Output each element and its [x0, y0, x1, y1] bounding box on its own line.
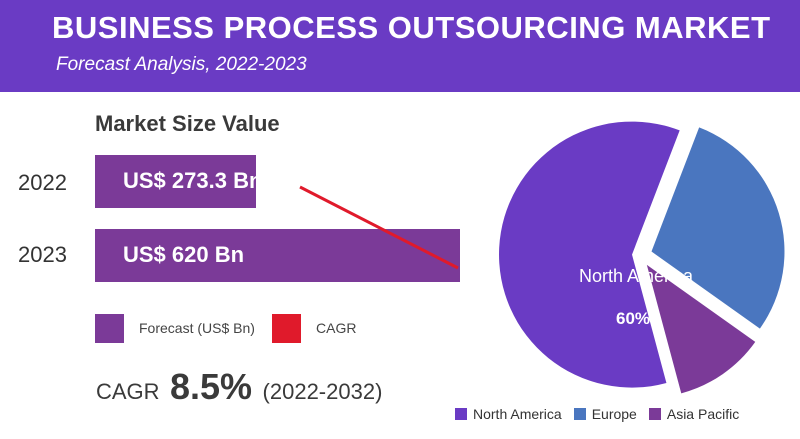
bar-category-2022: 2022 — [18, 170, 67, 195]
pie-percent-north-america: 60% — [616, 309, 650, 328]
market-size-title: Market Size Value — [95, 111, 280, 136]
pie-legend-item: Europe — [573, 406, 637, 422]
pie-legend-label-north-america: North America — [473, 406, 562, 422]
pie-legend-label-asia-pacific: Asia Pacific — [666, 406, 740, 422]
bar-2022: US$ 273.3 Bn — [95, 155, 262, 208]
legend-swatch-forecast — [95, 314, 124, 343]
pie-legend-swatch-asia-pacific — [648, 408, 661, 420]
pie-slice-asia-pacific — [646, 264, 756, 394]
legend-swatch-cagr — [272, 314, 301, 343]
pie-legend-swatch-north-america — [455, 408, 467, 420]
pie-slice-europe — [651, 127, 785, 329]
bar-category-2023: 2023 — [18, 242, 67, 267]
page-title: BUSINESS PROCESS OUTSOURCING MARKET — [52, 10, 771, 45]
cagr-trend-line — [299, 185, 459, 270]
pie-slice-north-america — [499, 121, 680, 388]
pie-legend: North America Europe Asia Pacific — [455, 406, 751, 422]
cagr-summary: CAGR 8.5% (2022-2032) — [96, 366, 382, 408]
legend-label-cagr: CAGR — [316, 320, 357, 336]
pie-legend-item: Asia Pacific — [648, 406, 740, 422]
pie-legend-swatch-europe — [573, 408, 586, 420]
header-banner: BUSINESS PROCESS OUTSOURCING MARKET Fore… — [0, 0, 800, 92]
cagr-label: CAGR — [96, 379, 160, 404]
legend-label-forecast: Forecast (US$ Bn) — [139, 320, 255, 336]
bar-value-label-2022: US$ 273.3 Bn — [123, 168, 263, 193]
pie-label-north-america: North America — [579, 266, 694, 286]
market-share-pie — [499, 121, 785, 394]
page-subtitle: Forecast Analysis, 2022-2023 — [56, 54, 307, 75]
cagr-value: 8.5% — [170, 366, 253, 407]
pie-legend-item: North America — [455, 406, 562, 422]
cagr-range: (2022-2032) — [262, 379, 383, 404]
pie-legend-label-europe: Europe — [591, 406, 637, 422]
bar-value-label-2023: US$ 620 Bn — [123, 242, 245, 267]
